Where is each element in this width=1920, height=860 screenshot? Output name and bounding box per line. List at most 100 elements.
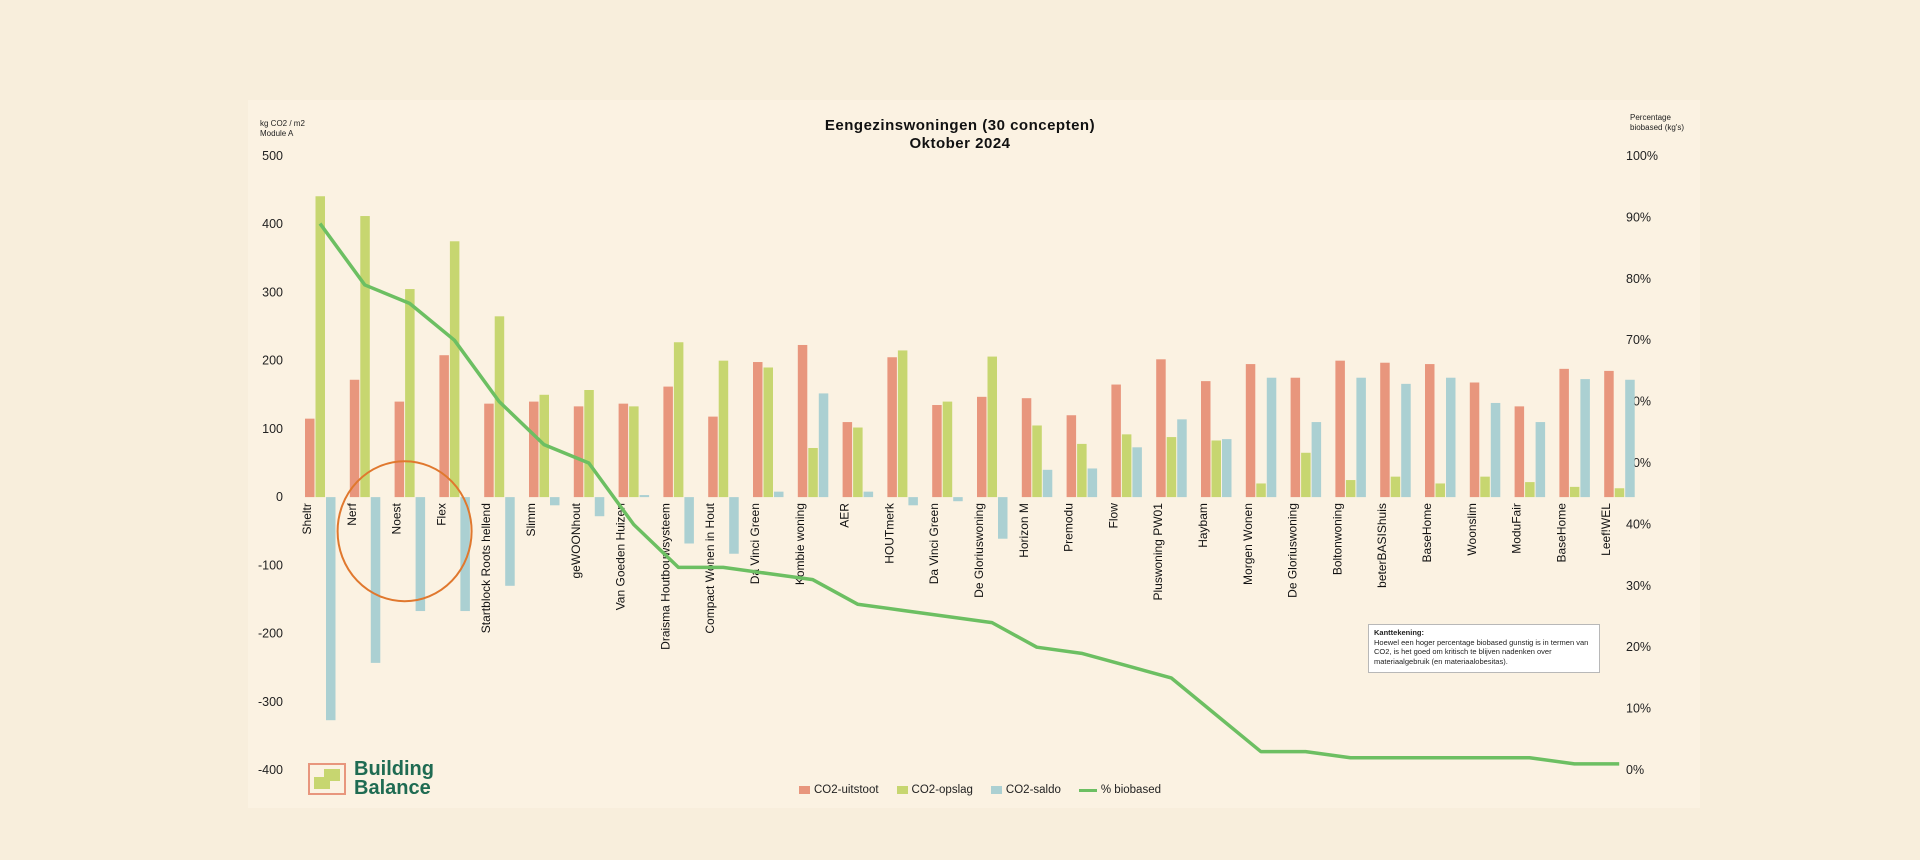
bar-uitstoot — [663, 386, 673, 498]
bar-uitstoot — [708, 416, 718, 498]
legend-swatch-uitstoot — [798, 786, 810, 794]
bar-opslag — [1390, 476, 1401, 498]
bar-opslag — [1525, 482, 1535, 498]
y-tick-label: -200 — [258, 627, 283, 641]
bar-opslag — [808, 447, 818, 498]
bar-opslag — [584, 390, 594, 498]
bar-saldo — [1266, 377, 1277, 498]
y2-tick-label: 20% — [1626, 640, 1651, 654]
bar-uitstoot — [529, 401, 539, 498]
category-label: Van Goeden Huizen — [614, 503, 628, 610]
bar-saldo — [1490, 402, 1501, 498]
bar-saldo — [1132, 447, 1142, 498]
category-label: Noest — [390, 502, 404, 534]
chart-subtitle: Oktober 2024 — [909, 135, 1011, 152]
bar-opslag — [315, 196, 325, 498]
category-label: BaseHome — [1554, 503, 1568, 563]
bar-uitstoot — [1335, 360, 1345, 498]
bar-uitstoot — [1021, 398, 1032, 498]
bar-saldo — [1356, 377, 1366, 498]
bar-uitstoot — [932, 405, 942, 498]
bar-uitstoot — [1201, 381, 1211, 498]
category-label: De Gloriuswoning — [1286, 503, 1300, 598]
bar-saldo — [326, 497, 336, 721]
bar-opslag — [1166, 437, 1177, 498]
legend-swatch-opslag — [896, 786, 908, 794]
legend-label-saldo: CO2-saldo — [1005, 784, 1061, 796]
bar-saldo — [953, 497, 963, 502]
bar-saldo — [1222, 439, 1232, 498]
bar-opslag — [1569, 486, 1580, 498]
category-label: Haybam — [1196, 503, 1210, 548]
bar-saldo — [1042, 469, 1053, 498]
y2-tick-label: 80% — [1626, 272, 1651, 286]
y-tick-label: 400 — [262, 217, 283, 231]
bar-saldo — [684, 497, 694, 544]
bar-uitstoot — [797, 344, 808, 498]
category-label: Slimm — [524, 503, 538, 536]
bar-opslag — [1480, 476, 1490, 498]
chart-title: Eengezinswoningen (30 concepten) — [824, 117, 1096, 134]
bar-uitstoot — [1245, 364, 1256, 498]
bar-uitstoot — [1514, 406, 1525, 498]
bar-opslag — [494, 316, 505, 498]
category-label: HOUTmerk — [882, 502, 896, 564]
y-tick-label: -400 — [258, 763, 283, 777]
bar-opslag — [1345, 480, 1356, 498]
category-label: De Gloriuswoning — [972, 503, 986, 598]
category-label: Pluswoning PW01 — [1151, 503, 1165, 601]
legend-item-saldo: CO2-saldo — [990, 784, 1061, 796]
category-label: ModuFair — [1510, 503, 1524, 554]
bar-uitstoot — [977, 396, 987, 498]
bar-opslag — [1211, 440, 1221, 498]
y-tick-label: -300 — [258, 695, 283, 709]
category-label: Premodu — [1062, 503, 1076, 552]
y2-tick-label: 70% — [1626, 333, 1651, 347]
bar-opslag — [1121, 434, 1132, 498]
bar-saldo — [908, 497, 918, 506]
bar-opslag — [629, 406, 639, 498]
y-tick-label: 100 — [262, 422, 283, 436]
bar-uitstoot — [1111, 384, 1121, 498]
bar-opslag — [853, 427, 863, 498]
bar-uitstoot — [394, 401, 405, 498]
bar-saldo — [460, 497, 470, 612]
left-axis-label-line2: Module A — [260, 129, 294, 138]
y2-tick-label: 100% — [1626, 149, 1658, 163]
bar-opslag — [718, 360, 729, 498]
bar-opslag — [1435, 483, 1445, 498]
bar-saldo — [729, 497, 739, 554]
category-label: AER — [838, 503, 852, 528]
note-text: Hoewel een hoger percentage biobased gun… — [1374, 637, 1589, 666]
bar-saldo — [594, 497, 605, 517]
bar-saldo — [1177, 419, 1187, 498]
legend-label-opslag: CO2-opslag — [911, 784, 973, 796]
category-label: Da Vinci Green — [927, 503, 941, 584]
category-label: beterBASIShuis — [1375, 503, 1389, 588]
category-label: Woonslim — [1465, 503, 1479, 555]
bar-saldo — [1580, 379, 1590, 498]
category-label: Da Vinci Green — [748, 503, 762, 584]
bar-opslag — [763, 367, 773, 498]
bar-opslag — [1032, 425, 1042, 498]
logo-mark-icon — [308, 763, 346, 795]
bar-opslag — [449, 241, 460, 498]
bar-saldo — [1535, 422, 1546, 498]
category-label: Horizon M — [1017, 503, 1031, 558]
bar-saldo — [370, 497, 381, 663]
category-label: Flow — [1106, 503, 1120, 529]
bar-saldo — [1446, 377, 1456, 498]
category-label: BaseHome — [1420, 503, 1434, 563]
legend-swatch-saldo — [990, 786, 1002, 794]
legend-item-uitstoot: CO2-uitstoot — [798, 784, 879, 796]
bar-saldo — [1311, 422, 1322, 498]
bar-uitstoot — [887, 357, 897, 498]
bar-uitstoot — [1156, 359, 1166, 498]
bar-uitstoot — [484, 403, 494, 498]
bar-saldo — [774, 491, 784, 498]
bar-uitstoot — [1469, 382, 1480, 498]
legend-label-biobased: % biobased — [1100, 784, 1161, 796]
bar-uitstoot — [1604, 370, 1614, 498]
category-label: Nerf — [345, 502, 359, 525]
